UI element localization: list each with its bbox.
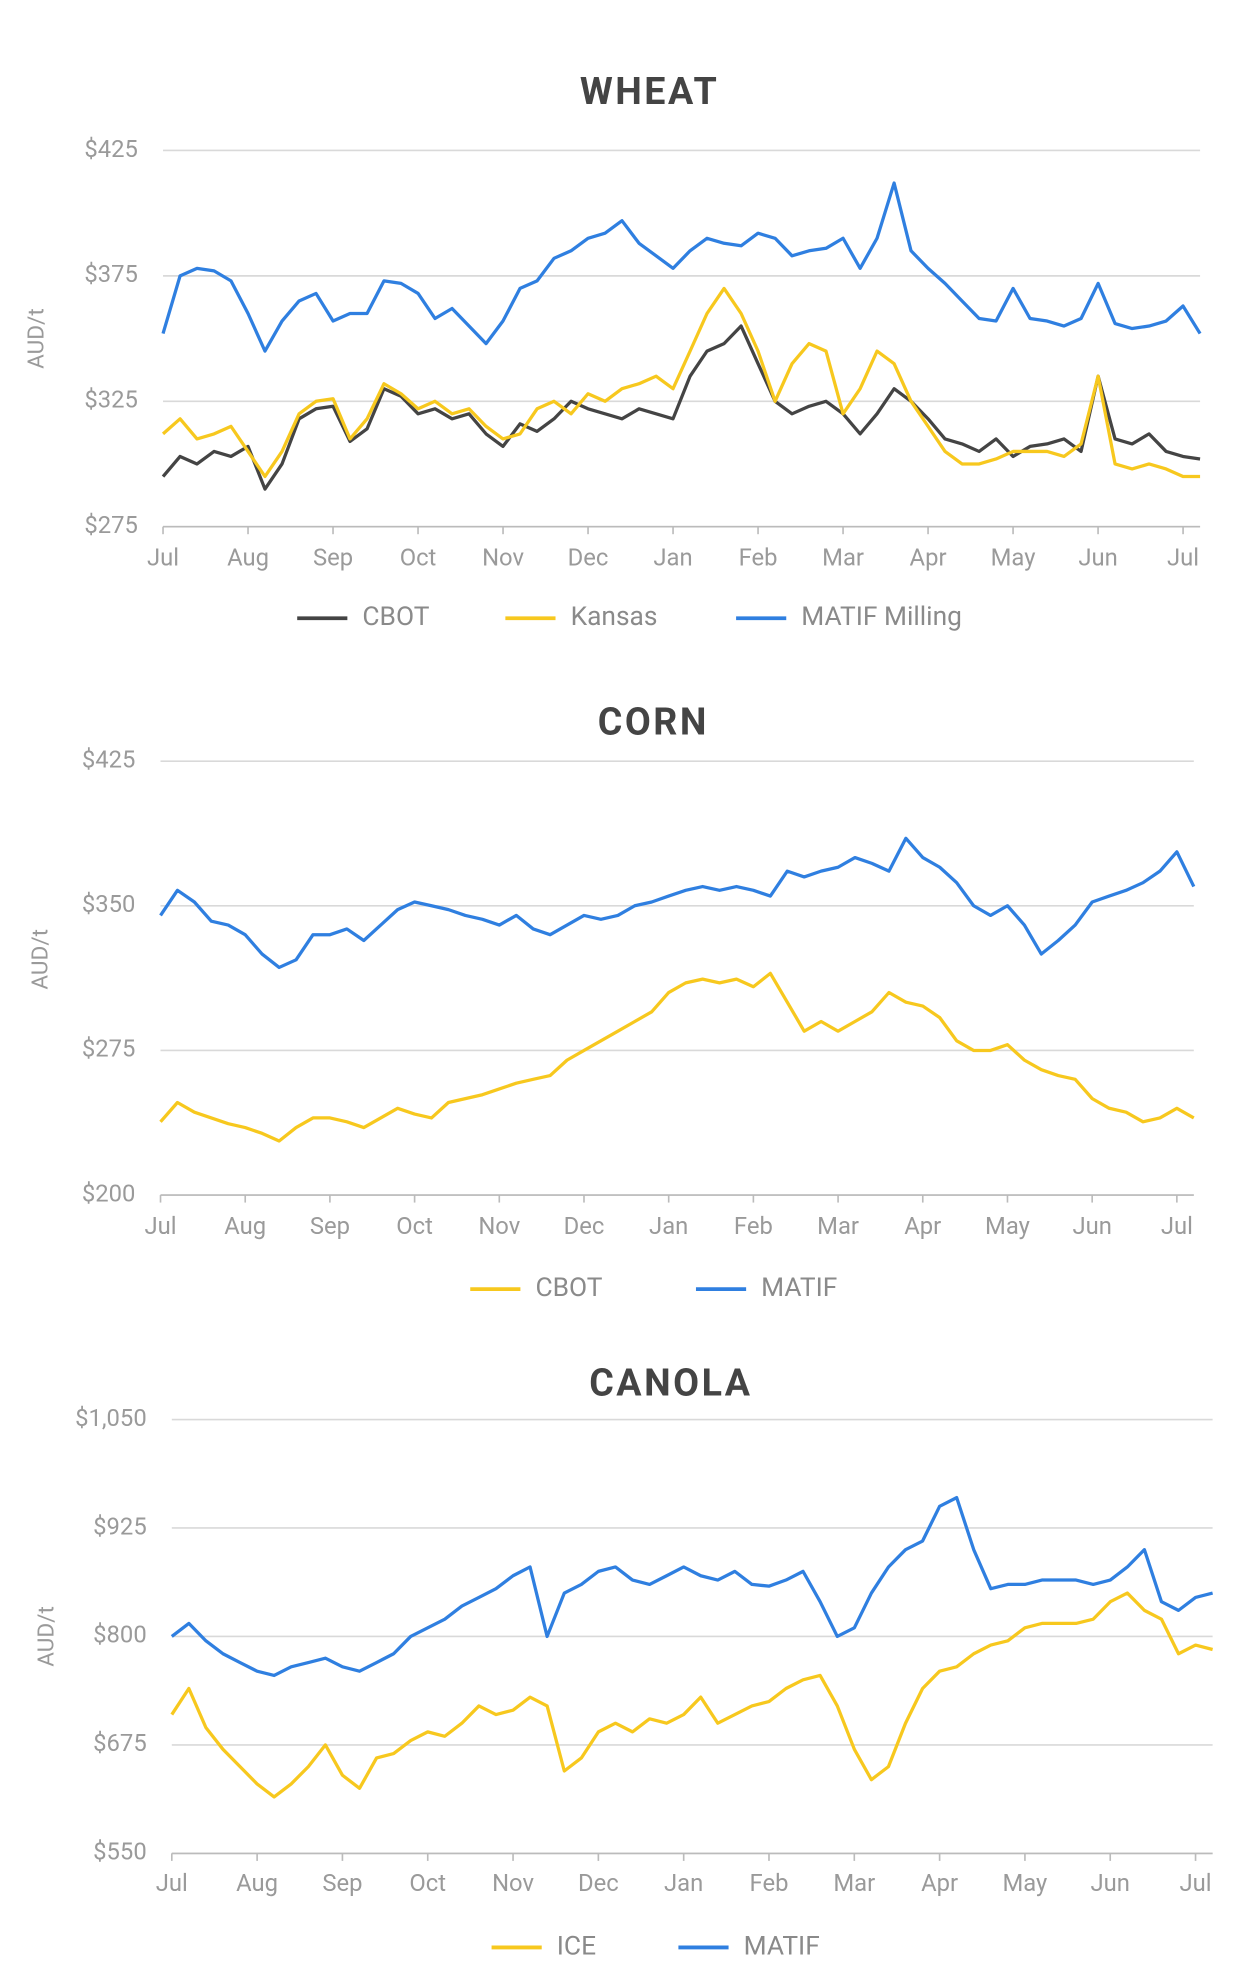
chart-title: CORN [598,701,709,745]
x-tick-label: Jul [1161,1212,1193,1240]
x-tick-label: Sep [322,1869,362,1897]
y-tick-label: $675 [93,1729,147,1757]
legend-label: MATIF [761,1273,837,1303]
x-tick-label: Jan [649,1212,688,1240]
x-tick-label: Feb [739,544,778,572]
series-line [159,836,1196,970]
y-tick-label: $1,050 [75,1404,147,1432]
series-line [161,181,1202,353]
x-tick-label: Apr [921,1869,958,1897]
series-line [170,1496,1214,1678]
x-tick-label: Jan [653,544,692,572]
x-tick-label: Jul [1167,544,1199,572]
legend-label: MATIF [744,1931,820,1961]
y-tick-label: $425 [84,135,138,163]
x-tick-label: Oct [400,544,437,572]
y-axis-label: AUD/t [23,308,50,369]
x-tick-label: May [985,1212,1030,1240]
x-tick-label: Nov [482,544,524,572]
chart-title: WHEAT [580,70,719,114]
x-tick-label: Mar [817,1212,859,1240]
x-tick-label: Sep [310,1212,350,1240]
series-line [161,286,1201,479]
x-tick-label: Aug [227,544,269,572]
y-tick-label: $550 [93,1838,147,1866]
x-tick-label: Jul [147,544,179,572]
y-tick-label: $800 [93,1621,147,1649]
series-line [161,324,1201,491]
x-tick-label: Dec [578,1869,619,1897]
y-tick-label: $200 [82,1179,136,1207]
x-tick-label: May [991,544,1036,572]
y-axis-label: AUD/t [33,1606,60,1667]
x-tick-label: Jul [144,1212,176,1240]
legend-label: CBOT [535,1273,602,1303]
x-tick-label: Nov [492,1869,534,1897]
x-tick-label: Dec [568,544,609,572]
x-tick-label: Jun [1091,1869,1130,1897]
x-tick-label: Jun [1072,1212,1111,1240]
x-tick-label: Sep [313,544,353,572]
x-tick-label: Mar [822,544,864,572]
x-tick-label: Nov [478,1212,520,1240]
legend-label: CBOT [362,602,429,632]
y-tick-label: $425 [82,745,136,773]
x-tick-label: Oct [396,1212,433,1240]
legend-label: MATIF Milling [801,602,962,632]
legend-label: ICE [557,1931,596,1961]
x-tick-label: Jul [1180,1869,1212,1897]
x-tick-label: Aug [236,1869,278,1897]
y-tick-label: $275 [82,1035,136,1063]
y-tick-label: $375 [84,260,138,288]
x-tick-label: Aug [224,1212,266,1240]
x-tick-label: Jun [1078,544,1117,572]
series-line [170,1591,1214,1799]
x-tick-label: Apr [904,1212,941,1240]
x-tick-label: Jul [156,1869,188,1897]
x-tick-label: Apr [910,544,947,572]
y-tick-label: $925 [93,1512,147,1540]
x-tick-label: Dec [564,1212,605,1240]
x-tick-label: Jan [664,1869,703,1897]
legend-label: Kansas [571,602,658,632]
x-tick-label: May [1003,1869,1048,1897]
x-tick-label: Oct [409,1869,446,1897]
chart-title: CANOLA [589,1362,752,1406]
x-tick-label: Feb [750,1869,789,1897]
x-tick-label: Feb [734,1212,773,1240]
series-line [159,971,1195,1143]
y-axis-label: AUD/t [26,929,53,990]
y-tick-label: $350 [82,890,136,918]
y-tick-label: $325 [84,386,138,414]
y-tick-label: $275 [84,511,138,539]
x-tick-label: Mar [833,1869,875,1897]
